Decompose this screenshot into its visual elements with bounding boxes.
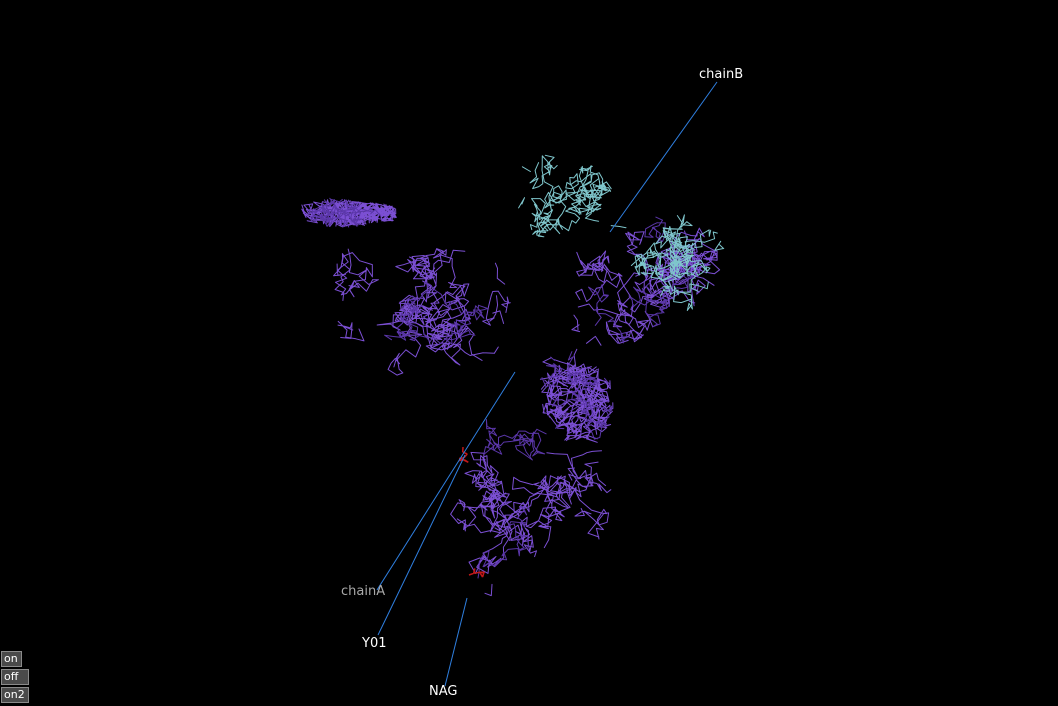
off-button[interactable]: off xyxy=(1,669,29,685)
on-button[interactable]: on xyxy=(1,651,22,667)
chain-a-label: chainA xyxy=(341,584,386,599)
y01-ligand-label: Y01 xyxy=(362,636,387,651)
callout-lines xyxy=(376,81,718,687)
on2-button[interactable]: on2 xyxy=(1,687,29,703)
chain-b-structure xyxy=(518,154,725,311)
chain-b-label: chainB xyxy=(699,67,744,82)
chain-a-structure xyxy=(301,197,721,597)
nag-ligand-label: NAG xyxy=(429,684,458,699)
ligand-structures xyxy=(458,446,485,578)
